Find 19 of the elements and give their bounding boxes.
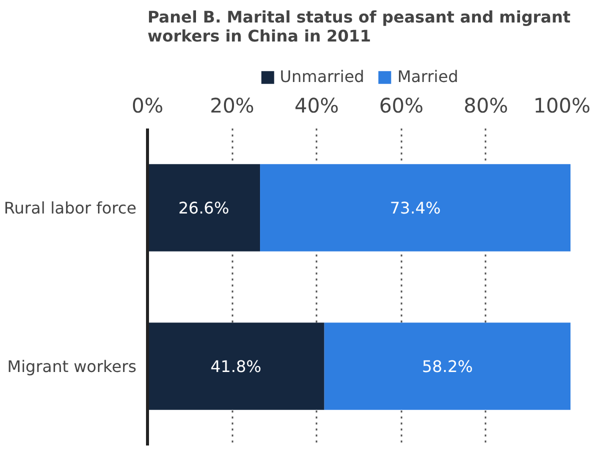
x-tick-label: 0% bbox=[132, 94, 164, 118]
legend-label: Unmarried bbox=[280, 67, 364, 86]
x-tick-label: 80% bbox=[464, 94, 508, 118]
data-label: 41.8% bbox=[210, 356, 262, 376]
x-tick-label: 100% bbox=[533, 94, 591, 118]
x-tick-label: 40% bbox=[294, 94, 339, 118]
data-label: 26.6% bbox=[178, 198, 230, 218]
bar bbox=[260, 164, 570, 252]
legend-label: Married bbox=[397, 67, 458, 86]
data-label: 73.4% bbox=[390, 198, 441, 218]
bar bbox=[148, 322, 324, 410]
bar bbox=[324, 322, 570, 410]
chart-title: Panel B. Marital status of peasant and migrant workers in China in 2011 bbox=[147, 8, 571, 46]
y-tick-label: Migrant workers bbox=[7, 356, 137, 376]
x-tick-label: 60% bbox=[379, 94, 424, 118]
x-tick-label: 20% bbox=[210, 94, 254, 118]
data-label: 58.2% bbox=[422, 356, 473, 376]
y-tick-label: Rural labor force bbox=[4, 198, 137, 218]
bar bbox=[148, 164, 260, 252]
